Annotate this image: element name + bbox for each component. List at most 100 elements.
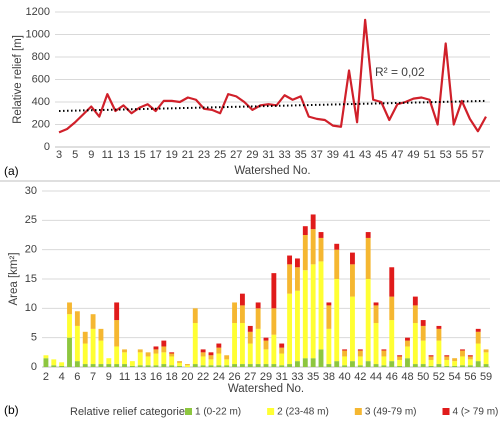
trendline-label: R² = 0,02 bbox=[375, 65, 425, 79]
y-tick-label: 600 bbox=[32, 73, 50, 85]
bar-segment bbox=[452, 361, 458, 366]
bar-segment bbox=[318, 232, 324, 238]
bar-segment bbox=[365, 361, 371, 367]
bar-segment bbox=[373, 323, 379, 365]
bar-segment bbox=[161, 340, 167, 347]
bar-segment bbox=[122, 364, 127, 367]
x-tick-label: 26 bbox=[228, 371, 240, 383]
x-tick-label: 27 bbox=[230, 149, 242, 161]
bar-segment bbox=[444, 359, 450, 366]
bar-segment bbox=[342, 350, 348, 357]
bar-segment bbox=[460, 356, 465, 366]
bar-segment bbox=[302, 358, 308, 367]
bar-segment bbox=[208, 359, 214, 366]
bar-segment bbox=[420, 340, 426, 365]
bar-segment bbox=[177, 365, 182, 367]
bar-segment bbox=[129, 365, 135, 367]
bar-segment bbox=[67, 337, 72, 367]
x-tick-label: 59 bbox=[480, 371, 492, 383]
bar-segment bbox=[51, 365, 57, 367]
bar-segment bbox=[74, 325, 80, 362]
bar-segment bbox=[326, 305, 332, 329]
bar-segment bbox=[59, 362, 65, 366]
bar-segment bbox=[224, 359, 230, 366]
x-tick-label: 2 bbox=[43, 371, 49, 383]
bar-segment bbox=[137, 365, 143, 367]
x-tick-label: 9 bbox=[106, 371, 112, 383]
bar-segment bbox=[405, 358, 410, 367]
bar-segment bbox=[169, 356, 175, 366]
x-tick-label: 56 bbox=[464, 371, 476, 383]
bar-segment bbox=[279, 347, 285, 354]
bar-segment bbox=[200, 356, 206, 366]
bar-segment bbox=[342, 365, 348, 367]
bar-segment bbox=[247, 325, 253, 332]
bar-segment bbox=[389, 267, 395, 297]
bar-segment bbox=[247, 331, 253, 344]
x-tick-label: 49 bbox=[407, 149, 419, 161]
x-tick-label: 15 bbox=[133, 149, 145, 161]
x-tick-label: 45 bbox=[375, 149, 387, 161]
bar-segment bbox=[397, 356, 403, 360]
x-tick-label: 41 bbox=[343, 149, 355, 161]
x-tick-label: 39 bbox=[327, 149, 339, 161]
bar-segment bbox=[224, 365, 230, 367]
legend-swatch bbox=[354, 408, 362, 415]
x-tick-label: 16 bbox=[150, 371, 162, 383]
bar-segment bbox=[271, 308, 277, 335]
bar-segment bbox=[114, 364, 120, 367]
bar-segment bbox=[357, 356, 363, 366]
x-tick-label: 52 bbox=[433, 371, 445, 383]
bar-segment bbox=[412, 364, 418, 367]
bar-segment bbox=[475, 343, 481, 362]
x-tick-label: 13 bbox=[117, 149, 129, 161]
bar-segment bbox=[192, 308, 198, 323]
bar-segment bbox=[420, 320, 426, 326]
x-tick-label: 9 bbox=[88, 149, 94, 161]
y-tick-label: 200 bbox=[32, 118, 50, 130]
bar-segment bbox=[334, 279, 340, 362]
bar-segment bbox=[444, 355, 450, 357]
bar-segment bbox=[59, 365, 65, 367]
bar-segment bbox=[137, 352, 143, 366]
bar-segment bbox=[350, 361, 355, 367]
panel-label: (b) bbox=[4, 403, 19, 417]
x-tick-label: 33 bbox=[278, 149, 290, 161]
bar-segment bbox=[436, 328, 442, 341]
bar-segment bbox=[287, 255, 293, 265]
x-tick-label: 7 bbox=[90, 371, 96, 383]
x-tick-label: 40 bbox=[338, 371, 350, 383]
bar-segment bbox=[452, 358, 458, 362]
bar-segment bbox=[153, 365, 159, 367]
bar-segment bbox=[232, 364, 237, 367]
bar-segment bbox=[247, 343, 253, 365]
bar-segment bbox=[373, 305, 379, 323]
x-tick-label: 21 bbox=[182, 149, 194, 161]
bar-segment bbox=[255, 308, 261, 329]
bar-segment bbox=[239, 305, 245, 323]
bar-segment bbox=[153, 349, 159, 354]
bar-segment bbox=[389, 296, 395, 321]
x-tick-label: 11 bbox=[119, 371, 130, 383]
bar-segment bbox=[114, 346, 120, 365]
x-tick-label: 53 bbox=[440, 149, 452, 161]
bar-segment bbox=[263, 364, 269, 367]
bar-segment bbox=[412, 305, 418, 323]
bar-segment bbox=[271, 334, 277, 365]
y-tick-label: 1000 bbox=[26, 28, 50, 40]
bar-segment bbox=[114, 302, 120, 321]
legend-label: 4 (> 79 m) bbox=[453, 407, 499, 418]
bar-segment bbox=[405, 337, 410, 341]
x-tick-label: 44 bbox=[370, 371, 382, 383]
bar-segment bbox=[405, 340, 410, 347]
bar-segment bbox=[169, 352, 175, 354]
bar-segment bbox=[98, 340, 104, 365]
x-tick-label: 13 bbox=[134, 371, 146, 383]
bar-segment bbox=[295, 258, 300, 268]
bar-segment bbox=[208, 355, 214, 360]
bar-segment bbox=[161, 346, 167, 353]
bar-segment bbox=[310, 229, 316, 265]
bar-segment bbox=[342, 356, 348, 366]
data-line bbox=[58, 18, 487, 134]
